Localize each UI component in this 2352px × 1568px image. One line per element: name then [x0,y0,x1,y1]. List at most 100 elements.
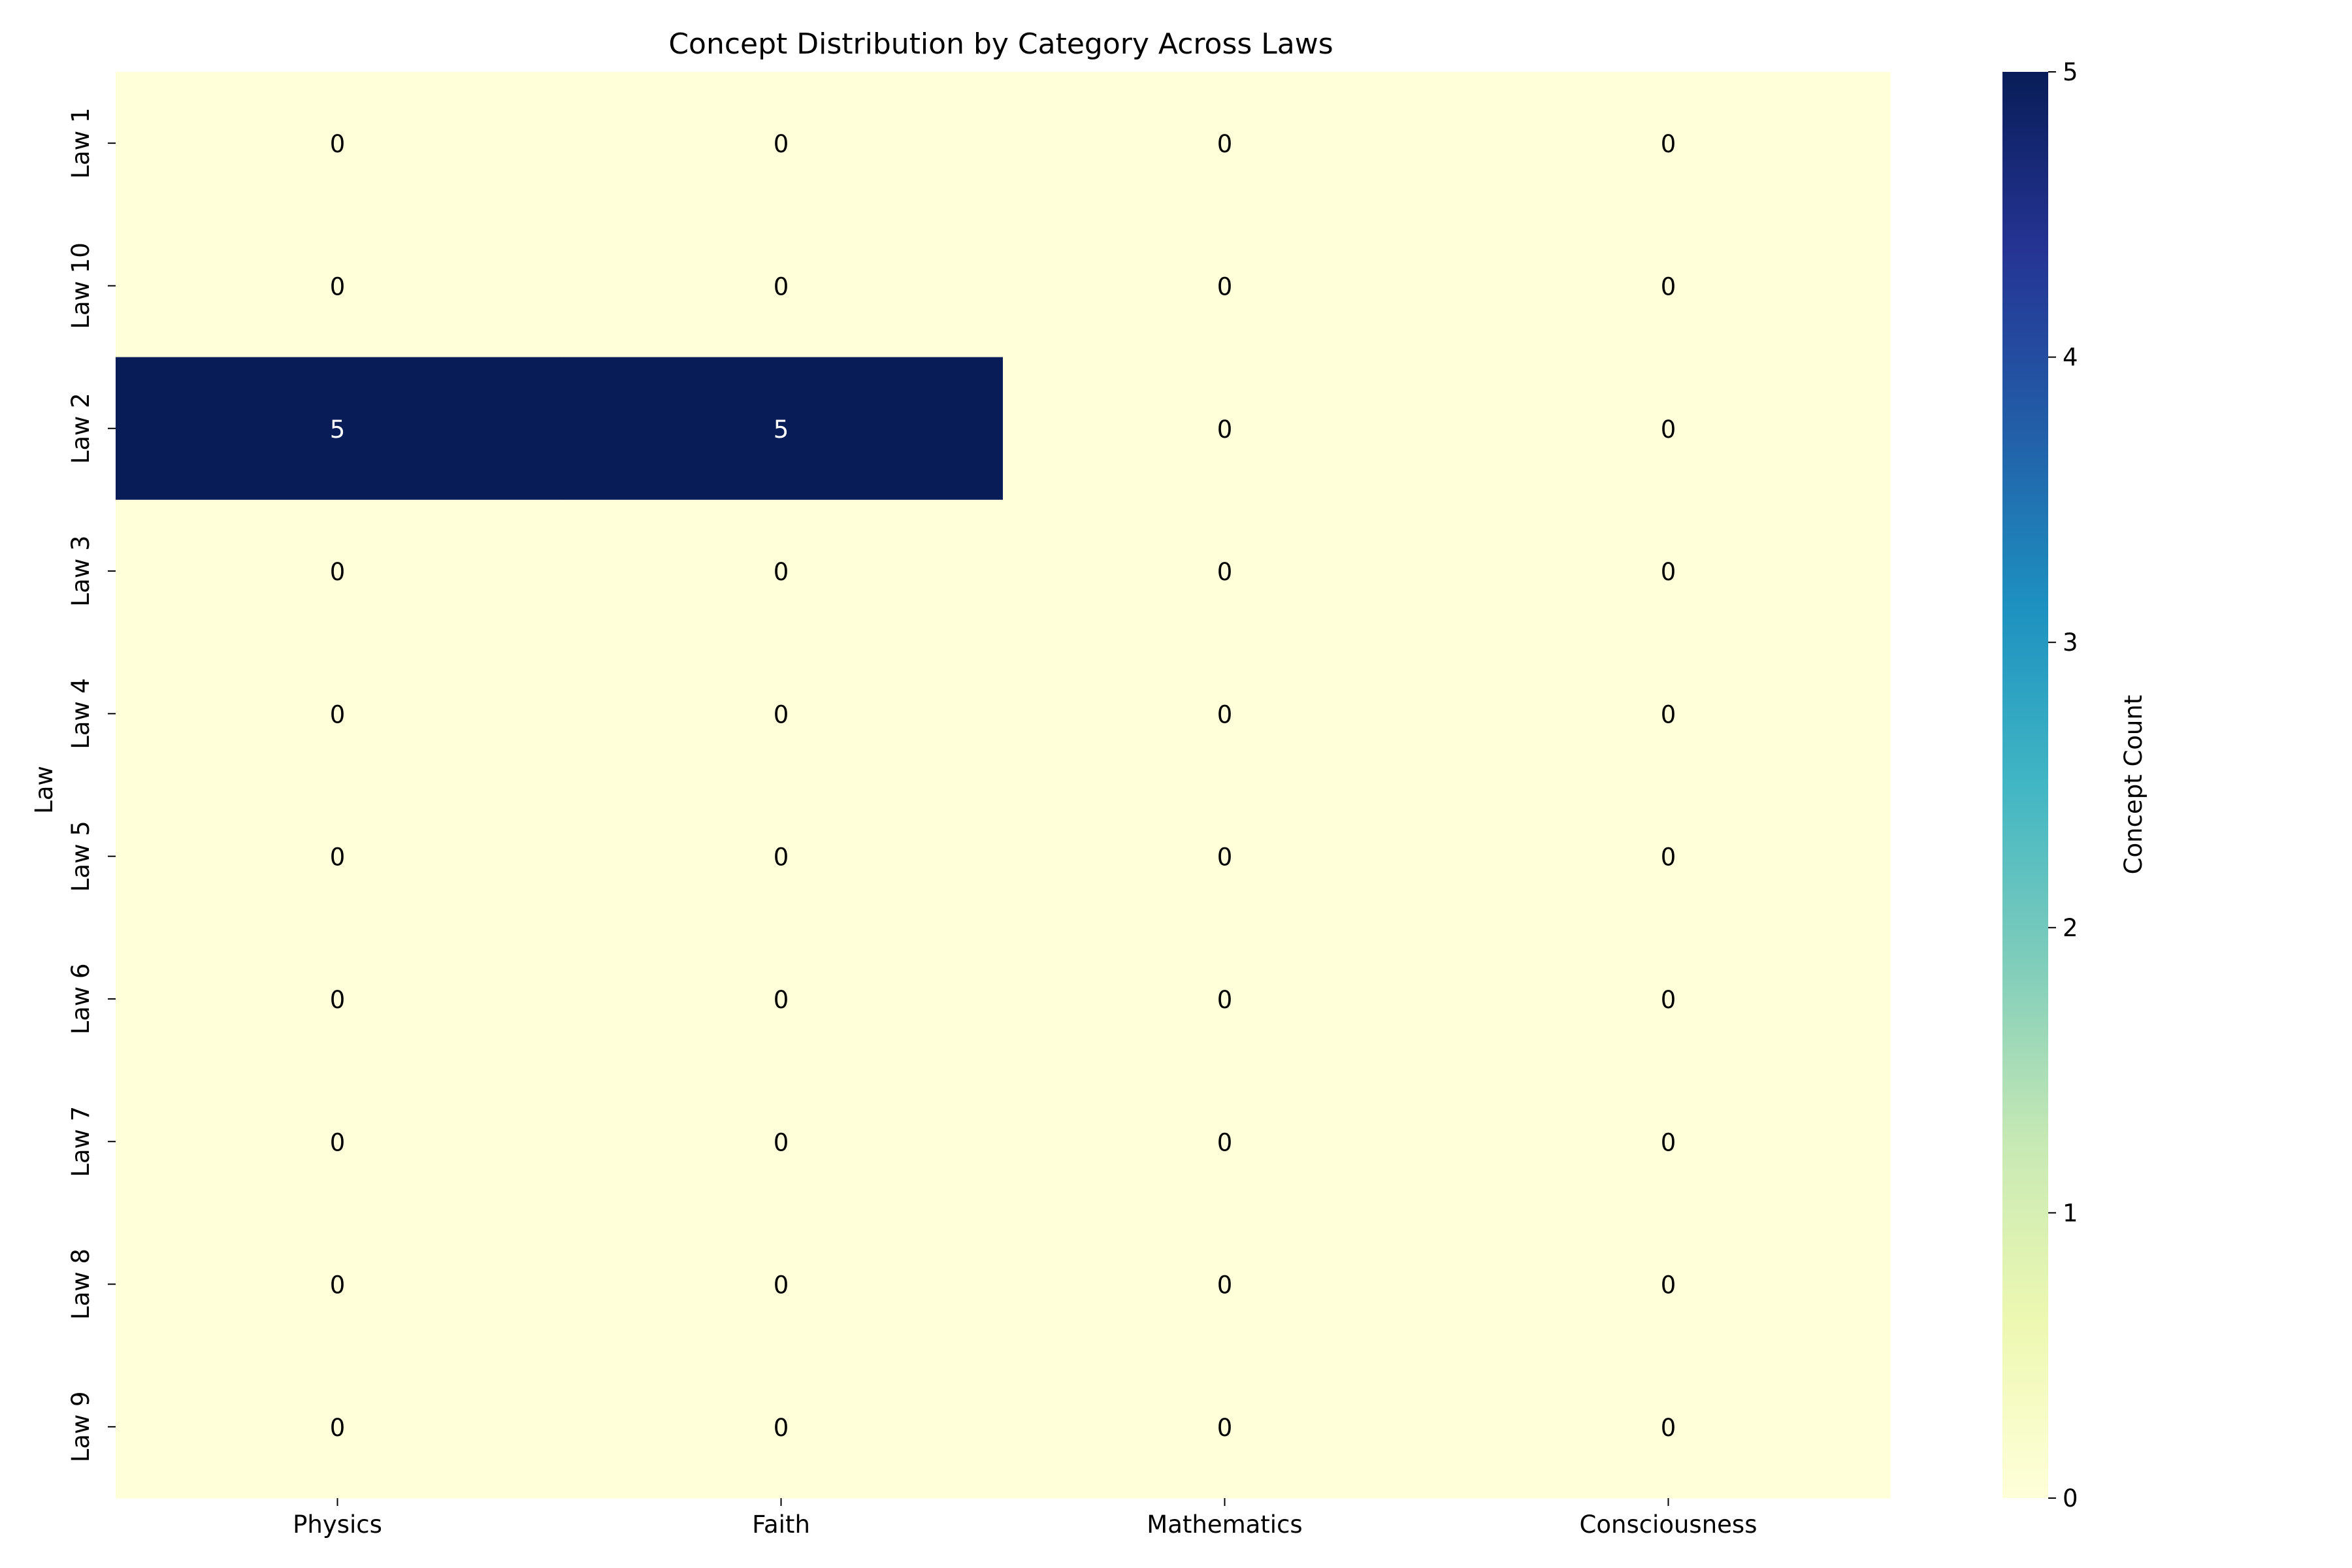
cell-value-label: 0 [774,700,789,728]
heatmap-cells [116,72,1891,1499]
cell-value-label: 0 [1217,1271,1233,1299]
cell-value-label: 0 [1661,1128,1676,1156]
colorbar-tick-label: 2 [2063,914,2078,942]
colorbar-tick-label: 1 [2063,1199,2078,1227]
cell-value-label: 0 [1661,558,1676,586]
y-tick-label: Law 2 [67,393,95,464]
heatmap-cell [1003,357,1447,500]
heatmap-cell [559,72,1004,215]
cell-value-label: 0 [1661,700,1676,728]
cell-value-label: 0 [774,130,789,158]
heatmap-cell [1003,785,1447,928]
heatmap-cell [116,1213,560,1356]
cell-value-label: 0 [330,986,346,1014]
cell-value-label: 0 [330,272,346,301]
cell-value-label: 0 [1661,130,1676,158]
colorbar-ticks: 0 1 2 3 4 5 [2048,58,2078,1512]
cell-value-label: 0 [774,1128,789,1156]
heatmap-cell [1003,214,1447,358]
cell-value-label: 0 [1217,558,1233,586]
cell-value-label: 0 [330,1414,346,1442]
heatmap-cell [1446,357,1891,500]
cell-value-label: 0 [1661,272,1676,301]
cell-value-label: 0 [1661,416,1676,444]
heatmap-cell [116,357,560,500]
colorbar-tick-label: 3 [2063,629,2078,657]
y-tick-label: Law 5 [67,821,95,892]
cell-value-label: 0 [330,558,346,586]
heatmap-cell [116,1070,560,1213]
cell-value-label: 0 [330,1128,346,1156]
heatmap-cell [1003,642,1447,786]
cell-value-label: 0 [330,843,346,872]
heatmap-cell [1446,1213,1891,1356]
heatmap-cell [116,1355,560,1499]
heatmap-annotations: 0 0 0 0 0 0 0 0 5 5 0 0 0 0 0 0 0 0 0 0 0 0 0 0 0 0 0 0 0 0 0 0 0 0 0 0 0 0 0 0 [330,130,1676,1442]
heatmap-cell [559,499,1004,643]
heatmap-cell [1446,214,1891,358]
heatmap-cell [1446,785,1891,928]
colorbar-tick-label: 5 [2063,58,2078,86]
heatmap-cell [1003,72,1447,215]
y-axis-ticks: Law 1 Law 10 Law 2 Law 3 Law 4 Law 5 Law 6 Law … [67,108,116,1462]
heatmap-cell [116,72,560,215]
y-tick-label: Law 10 [67,242,95,329]
x-tick-label: Mathematics [1147,1511,1302,1539]
heatmap-cell [1003,1213,1447,1356]
cell-value-label: 0 [774,986,789,1014]
colorbar-label: Concept Count [2119,695,2148,875]
heatmap-cell [116,214,560,358]
y-tick-label: Law 6 [67,964,95,1035]
heatmap-cell [1003,1070,1447,1213]
cell-value-label: 0 [774,1271,789,1299]
cell-value-label: 5 [330,416,346,444]
cell-value-label: 0 [774,1414,789,1442]
y-tick-label: Law 3 [67,536,95,607]
heatmap-cell [559,214,1004,358]
cell-value-label: 0 [774,558,789,586]
cell-value-label: 0 [1217,272,1233,301]
y-axis-label: Law [30,766,58,814]
cell-value-label: 0 [1217,130,1233,158]
heatmap-cell [1003,927,1447,1071]
heatmap-cell [1446,72,1891,215]
cell-value-label: 0 [1217,700,1233,728]
colorbar-gradient [2002,72,2048,1498]
heatmap-cell [116,499,560,643]
cell-value-label: 0 [774,843,789,872]
cell-value-label: 0 [330,700,346,728]
x-tick-label: Consciousness [1580,1511,1757,1539]
heatmap-cell [559,357,1004,500]
heatmap-cell [559,1213,1004,1356]
heatmap-cell [559,785,1004,928]
heatmap-cell [1446,642,1891,786]
heatmap-cell [559,927,1004,1071]
heatmap-cell [116,785,560,928]
heatmap-cell [1446,927,1891,1071]
cell-value-label: 0 [330,130,346,158]
x-tick-label: Faith [752,1511,810,1539]
cell-value-label: 0 [1217,1128,1233,1156]
cell-value-label: 0 [1661,1414,1676,1442]
heatmap-cell [1003,499,1447,643]
x-axis-ticks: Physics Faith Mathematics Consciousness [293,1498,1757,1539]
cell-value-label: 5 [774,416,789,444]
cell-value-label: 0 [1217,843,1233,872]
y-tick-label: Law 1 [67,108,95,179]
y-tick-label: Law 9 [67,1391,95,1462]
cell-value-label: 0 [1217,1414,1233,1442]
heatmap-cell [559,1355,1004,1499]
chart-title: Concept Distribution by Category Across … [668,27,1333,61]
cell-value-label: 0 [1217,416,1233,444]
heatmap-cell [1446,1070,1891,1213]
y-tick-label: Law 8 [67,1249,95,1320]
heatmap-cell [559,1070,1004,1213]
cell-value-label: 0 [774,272,789,301]
y-tick-label: Law 7 [67,1106,95,1177]
colorbar-tick-label: 4 [2063,344,2078,372]
heatmap-cell [1446,499,1891,643]
y-tick-label: Law 4 [67,678,95,749]
cell-value-label: 0 [1661,843,1676,872]
cell-value-label: 0 [1217,986,1233,1014]
